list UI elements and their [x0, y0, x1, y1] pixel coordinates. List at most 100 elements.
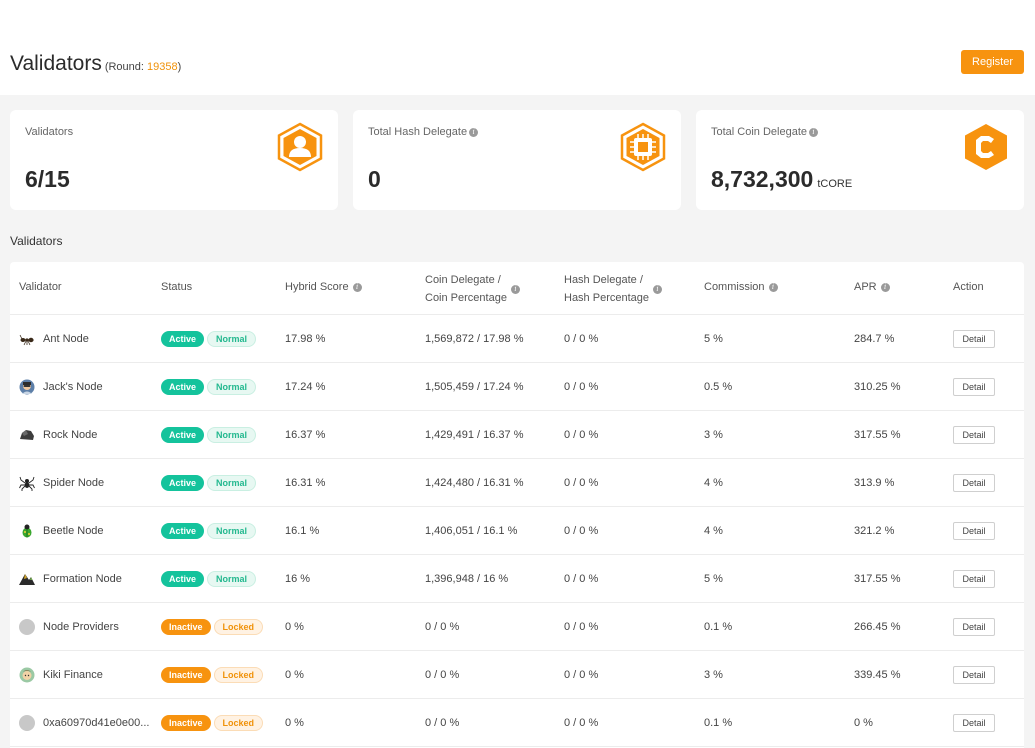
round-prefix: (Round:: [104, 61, 148, 73]
status-badge: Inactive: [161, 667, 211, 683]
validator-name[interactable]: Spider Node: [43, 477, 105, 489]
core-logo-icon: [965, 124, 1007, 170]
action-cell: Detail: [953, 603, 995, 651]
validator-name[interactable]: Node Providers: [43, 621, 119, 633]
spider-icon: [19, 475, 35, 491]
detail-button[interactable]: Detail: [953, 378, 995, 396]
validators-card: Validators 6/15: [10, 110, 338, 210]
person-avatar-icon: [19, 379, 35, 395]
card-label: Total Coin Delegate i: [711, 126, 819, 138]
validator-name[interactable]: Kiki Finance: [43, 669, 103, 681]
state-badge: Locked: [213, 667, 264, 683]
validator-cell[interactable]: Ant Node: [19, 315, 89, 363]
status-cell: Active Normal: [161, 459, 259, 507]
info-icon[interactable]: i: [809, 127, 819, 137]
commission-cell: 0.1 %: [704, 621, 733, 633]
validator-cell[interactable]: Rock Node: [19, 411, 97, 459]
coin-delegate-cell: 1,424,480 / 16.31 %: [425, 477, 524, 489]
coin-delegate-cell: 0 / 0 %: [425, 669, 460, 681]
hash-delegate-cell: 0 / 0 %: [564, 525, 599, 537]
validator-cell[interactable]: Kiki Finance: [19, 651, 103, 699]
coin-delegate-cell: 1,569,872 / 17.98 %: [425, 333, 524, 345]
detail-button[interactable]: Detail: [953, 570, 995, 588]
th-action: Action: [953, 281, 984, 293]
hash-delegate-card: Total Hash Delegate i 0: [353, 110, 681, 210]
info-icon[interactable]: i: [880, 282, 890, 292]
status-badge: Active: [161, 427, 205, 443]
validator-name[interactable]: 0xa60970d41e0e00...: [43, 717, 150, 729]
table-header: Validator Status Hybrid Score i Coin Dele…: [10, 262, 1024, 315]
status-badge: Active: [161, 571, 205, 587]
th-hash-line2: Hash Percentage: [564, 292, 649, 304]
validator-cell[interactable]: Spider Node: [19, 459, 104, 507]
hash-delegate-cell: 0 / 0 %: [564, 621, 599, 633]
register-button[interactable]: Register: [961, 50, 1024, 74]
table-row: Spider Node Active Normal 16.31 % 1,424,480 …: [10, 459, 1024, 507]
detail-button[interactable]: Detail: [953, 330, 995, 348]
state-badge: Locked: [213, 619, 264, 635]
detail-button[interactable]: Detail: [953, 474, 995, 492]
state-badge: Normal: [207, 571, 257, 587]
validator-cell[interactable]: 0xa60970d41e0e00...: [19, 699, 149, 747]
table-row: Node Providers Inactive Locked 0 % 0 / 0 % 0 …: [10, 603, 1024, 651]
table-row: Ant Node Active Normal 17.98 % 1,569,872 / 1…: [10, 315, 1024, 363]
hybrid-score-cell: 16.37 %: [285, 429, 326, 441]
th-hash-delegate: Hash Delegate / Hash Percentage i: [564, 271, 662, 307]
detail-button[interactable]: Detail: [953, 618, 995, 636]
status-cell: Active Normal: [161, 363, 259, 411]
th-status: Status: [161, 281, 193, 293]
info-icon[interactable]: i: [352, 282, 362, 292]
state-badge: Normal: [207, 475, 257, 491]
table-row: Formation Node Active Normal 16 % 1,396,948 …: [10, 555, 1024, 603]
chip-hexagon-icon: [620, 122, 666, 172]
card-value: 0: [368, 166, 381, 193]
detail-button[interactable]: Detail: [953, 666, 995, 684]
info-icon[interactable]: i: [510, 284, 520, 294]
validator-cell[interactable]: Jack's Node: [19, 363, 103, 411]
detail-button[interactable]: Detail: [953, 522, 995, 540]
validator-name[interactable]: Ant Node: [43, 333, 89, 345]
info-icon[interactable]: i: [768, 282, 778, 292]
th-hybrid-score: Hybrid Score i: [285, 281, 362, 293]
info-icon[interactable]: i: [469, 127, 479, 137]
detail-button[interactable]: Detail: [953, 426, 995, 444]
validator-name[interactable]: Rock Node: [43, 429, 98, 441]
apr-cell: 0 %: [854, 717, 873, 729]
validator-cell[interactable]: Beetle Node: [19, 507, 104, 555]
status-cell: Inactive Locked: [161, 603, 266, 651]
card-label: Validators: [25, 126, 73, 138]
hash-delegate-cell: 0 / 0 %: [564, 333, 599, 345]
rock-icon: [19, 427, 35, 443]
hash-delegate-cell: 0 / 0 %: [564, 717, 599, 729]
beetle-icon: [19, 523, 35, 539]
card-unit: tCORE: [817, 178, 853, 190]
info-icon[interactable]: i: [653, 284, 662, 294]
validator-name[interactable]: Jack's Node: [43, 381, 103, 393]
hash-delegate-cell: 0 / 0 %: [564, 573, 599, 585]
validator-name[interactable]: Beetle Node: [43, 525, 104, 537]
apr-cell: 310.25 %: [854, 381, 901, 393]
card-value-text: 6/15: [25, 166, 70, 192]
apr-cell: 339.45 %: [854, 669, 901, 681]
apr-cell: 321.2 %: [854, 525, 895, 537]
detail-button[interactable]: Detail: [953, 714, 995, 732]
section-title: Validators: [10, 234, 63, 248]
action-cell: Detail: [953, 555, 995, 603]
apr-cell: 284.7 %: [854, 333, 895, 345]
coin-delegate-cell: 0 / 0 %: [425, 621, 460, 633]
coin-delegate-card: Total Coin Delegate i 8,732,300 tCORE: [696, 110, 1024, 210]
title-block: Validators (Round: 19358): [10, 52, 181, 76]
status-badge: Inactive: [161, 715, 211, 731]
card-label-text: Validators: [25, 126, 74, 138]
status-badge: Active: [161, 331, 205, 347]
apr-cell: 317.55 %: [854, 573, 901, 585]
validator-name[interactable]: Formation Node: [43, 573, 122, 585]
validator-cell[interactable]: Node Providers: [19, 603, 119, 651]
table-row: Rock Node Active Normal 16.37 % 1,429,491 / …: [10, 411, 1024, 459]
hybrid-score-cell: 0 %: [285, 669, 304, 681]
validator-cell[interactable]: Formation Node: [19, 555, 122, 603]
th-coin-line1: Coin Delegate /: [425, 274, 501, 286]
hybrid-score-cell: 0 %: [285, 621, 304, 633]
coin-delegate-cell: 1,406,051 / 16.1 %: [425, 525, 518, 537]
state-badge: Normal: [207, 427, 257, 443]
